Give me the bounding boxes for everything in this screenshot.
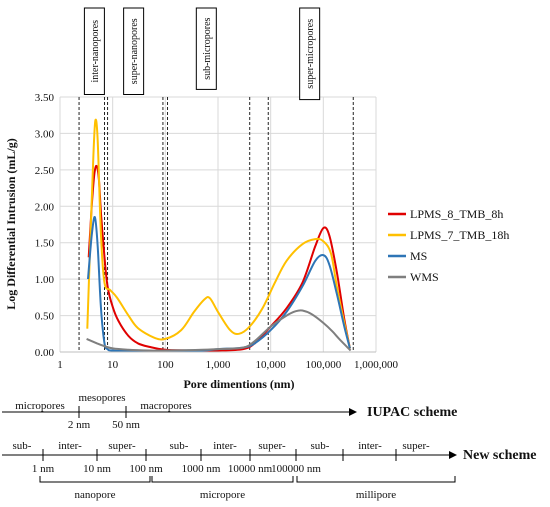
new-scheme-group-bracket (296, 476, 456, 483)
x-tick-label: 100 (157, 359, 174, 371)
legend-label: LPMS_7_TMB_18h (410, 228, 509, 242)
new-scheme-group-bracket (39, 476, 151, 483)
new-scheme: New scheme sub-inter-super-sub-inter-sup… (2, 440, 536, 501)
x-tick-label: 1,000,000 (354, 359, 399, 371)
new-scheme-class-label: super- (402, 440, 430, 452)
iupac-boundary-label: 50 nm (112, 419, 140, 431)
new-scheme-boundary-label: 1 nm (32, 463, 55, 475)
x-tick-label: 1,000 (206, 359, 231, 371)
axes: 0.00 0.50 1.00 1.50 2.00 2.50 3.00 3.50 1 10 100 1,… (35, 92, 399, 371)
iupac-scheme: micropores mesopores macropores 2 nm 50 … (2, 392, 457, 431)
x-tick-label: 100,000 (305, 359, 341, 371)
new-scheme-boundary-label: 100000 nm (271, 463, 321, 475)
y-tick-label: 0.00 (35, 347, 55, 359)
legend-label: LPMS_8_TMB_8h (410, 207, 503, 221)
y-tick-label: 1.50 (35, 238, 55, 250)
new-scheme-class-label: sub- (311, 440, 330, 452)
y-tick-label: 3.50 (35, 92, 55, 104)
series-line (86, 309, 352, 352)
iupac-class-label: mesopores (78, 392, 125, 404)
legend: LPMS_8_TMB_8h LPMS_7_TMB_18h MS WMS (388, 207, 509, 284)
new-scheme-class-label: super- (108, 440, 136, 452)
new-scheme-class-label: inter- (358, 440, 382, 452)
region-label: super-nanopores (129, 18, 140, 84)
iupac-scheme-name: IUPAC scheme (367, 405, 457, 420)
new-scheme-class-label: inter- (213, 440, 237, 452)
iupac-boundary-label: 2 nm (68, 419, 91, 431)
x-tick-label: 1 (57, 359, 63, 371)
region-label-box (195, 7, 217, 90)
new-scheme-group-label: nanopore (75, 489, 116, 501)
x-tick-label: 10 (107, 359, 119, 371)
new-scheme-boundary-label: 1000 nm (182, 463, 221, 475)
new-scheme-class-label: sub- (170, 440, 189, 452)
new-scheme-group-bracket (151, 476, 294, 483)
region-labels: inter-nanopores super-nanopores sub-microp… (83, 7, 321, 101)
y-tick-label: 2.50 (35, 165, 55, 177)
y-tick-label: 3.00 (35, 128, 55, 140)
region-boundaries (78, 97, 354, 352)
y-tick-label: 2.00 (35, 201, 55, 213)
region-label: super-micropores (305, 19, 316, 89)
iupac-class-label: micropores (15, 400, 64, 412)
new-scheme-class-label: sub- (13, 440, 32, 452)
x-axis-title: Pore dimentions (nm) (183, 377, 294, 391)
new-scheme-boundary-label: 100 nm (129, 463, 163, 475)
new-scheme-class-label: inter- (58, 440, 82, 452)
legend-label: WMS (410, 270, 439, 284)
region-label: sub-micropores (202, 17, 213, 79)
x-tick-label: 10,000 (256, 359, 287, 371)
gridlines (59, 96, 377, 353)
plot-area: 0.00 0.50 1.00 1.50 2.00 2.50 3.00 3.50 1 10 100 1,… (35, 7, 399, 371)
series-line (87, 164, 351, 352)
new-scheme-group-label: micropore (200, 489, 245, 501)
iupac-class-label: macropores (140, 400, 191, 412)
new-scheme-group-label: millipore (356, 489, 396, 501)
y-tick-label: 1.00 (35, 274, 55, 286)
y-tick-label: 0.50 (35, 311, 55, 323)
legend-label: MS (410, 249, 427, 263)
region-label-box (83, 7, 105, 95)
series-lines (86, 118, 352, 353)
region-label-box (123, 7, 145, 95)
new-scheme-class-label: super- (258, 440, 286, 452)
new-scheme-boundary-label: 10 nm (83, 463, 111, 475)
series-line (87, 216, 351, 353)
series-line (86, 118, 351, 349)
region-label-box (299, 7, 321, 101)
new-scheme-name: New scheme (463, 448, 536, 463)
y-axis-title: Log Differential Intrusion (mL/g) (4, 138, 18, 309)
new-scheme-boundary-label: 10000 nm (228, 463, 273, 475)
region-label: inter-nanopores (90, 20, 101, 83)
